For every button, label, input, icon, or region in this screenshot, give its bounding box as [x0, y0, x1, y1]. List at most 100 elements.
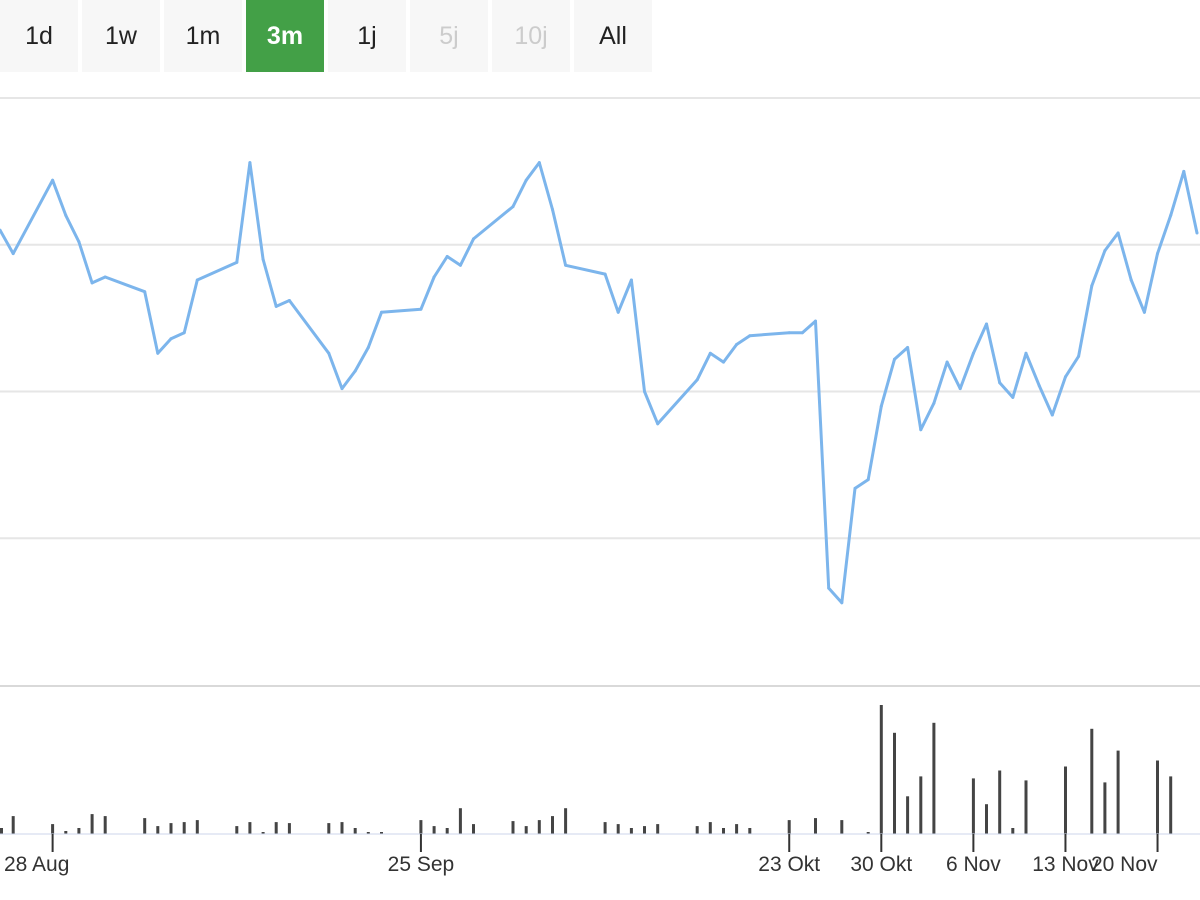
range-button-3m[interactable]: 3m — [246, 0, 324, 72]
price-point — [551, 208, 554, 211]
volume-bar — [472, 824, 475, 834]
price-gridlines — [0, 97, 1200, 540]
volume-bar — [629, 828, 633, 834]
price-point — [932, 401, 936, 405]
volume-bars — [0, 705, 1173, 834]
price-point — [906, 346, 910, 349]
volume-bar — [537, 820, 541, 834]
price-point — [800, 331, 804, 335]
volume-bar — [1169, 776, 1173, 834]
price-point — [998, 381, 1002, 385]
range-selector: 1d 1w 1m 3m 1j 5j 10j All — [0, 0, 652, 72]
price-point — [1103, 249, 1107, 253]
price-point — [840, 601, 844, 605]
volume-bar — [722, 828, 725, 834]
price-point — [616, 310, 620, 314]
price-point — [248, 161, 252, 165]
range-button-10j: 10j — [492, 0, 570, 72]
price-point — [274, 304, 278, 308]
price-point — [564, 263, 568, 267]
volume-bar — [985, 804, 988, 834]
volume-bar — [445, 828, 449, 834]
price-point — [1077, 354, 1081, 358]
volume-bar — [261, 832, 265, 834]
price-point — [827, 586, 831, 590]
volume-bar — [340, 822, 344, 834]
volume-bar — [458, 808, 462, 834]
volume-bar — [1090, 728, 1094, 834]
range-button-1j[interactable]: 1j — [328, 0, 406, 72]
price-point — [366, 346, 370, 349]
volume-bar — [1156, 760, 1159, 834]
volume-bar — [353, 828, 357, 834]
price-points — [0, 161, 1199, 605]
price-point — [629, 278, 633, 282]
price-point — [103, 275, 107, 279]
price-point — [537, 161, 541, 165]
price-point — [1195, 231, 1199, 235]
price-point — [945, 360, 949, 364]
price-point — [1024, 351, 1028, 355]
volume-bar — [287, 823, 291, 834]
price-point — [814, 319, 817, 323]
volume-bar — [643, 826, 646, 834]
price-point — [1142, 310, 1146, 314]
price-point — [971, 351, 975, 355]
volume-bar — [748, 828, 752, 834]
volume-bar — [77, 828, 81, 834]
volume-bar — [866, 832, 870, 834]
volume-bar — [195, 820, 199, 834]
price-point — [327, 351, 331, 355]
range-button-all[interactable]: All — [574, 0, 652, 72]
volume-bar — [551, 816, 554, 834]
price-point — [748, 334, 752, 338]
price-point — [735, 343, 739, 346]
volume-bar — [169, 823, 173, 834]
volume-bar — [248, 822, 252, 834]
volume-bar — [274, 822, 278, 834]
price-point — [1116, 231, 1120, 235]
volume-bar — [235, 826, 239, 834]
price-point — [1050, 413, 1054, 417]
price-point — [524, 178, 528, 182]
price-point — [261, 257, 265, 261]
price-point — [919, 428, 923, 432]
price-line-series — [0, 161, 1199, 605]
price-point — [0, 228, 2, 232]
volume-bar — [380, 832, 383, 834]
volume-bar — [932, 722, 936, 834]
price-point — [1169, 213, 1173, 217]
price-point — [893, 357, 896, 361]
price-point — [143, 290, 147, 294]
volume-bar — [787, 820, 791, 834]
range-button-5j: 5j — [410, 0, 488, 72]
price-point — [1090, 284, 1094, 288]
volume-bar — [998, 770, 1002, 834]
volume-bar — [840, 820, 844, 834]
volume-bar — [156, 826, 160, 834]
price-point — [603, 272, 607, 276]
volume-bar — [906, 796, 910, 834]
volume-bar — [879, 705, 883, 834]
range-button-1d[interactable]: 1d — [0, 0, 78, 72]
volume-bar — [143, 818, 147, 834]
volume-bar — [603, 822, 607, 834]
range-button-1w[interactable]: 1w — [82, 0, 160, 72]
x-tick-label: 30 Okt — [850, 853, 912, 876]
volume-bar — [971, 778, 975, 834]
volume-bar — [695, 826, 699, 834]
price-point — [1156, 252, 1159, 256]
price-point — [77, 240, 81, 244]
volume-bar — [893, 732, 896, 834]
volume-bar — [1011, 828, 1015, 834]
price-point — [708, 351, 712, 355]
range-button-1m[interactable]: 1m — [164, 0, 242, 72]
volume-bar — [919, 776, 923, 834]
volume-bar — [524, 826, 528, 834]
x-tick-label: 13 Nov — [1032, 853, 1099, 876]
price-point — [472, 237, 475, 241]
price-point — [195, 278, 199, 282]
volume-bar — [90, 814, 94, 834]
